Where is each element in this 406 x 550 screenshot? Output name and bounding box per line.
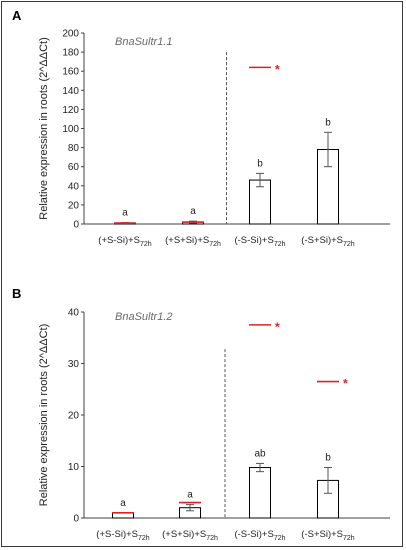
- panel-a-significance-letter: a: [190, 206, 196, 217]
- panel-b-y-axis-title: Relative expression in roots (2^ΔΔCt): [38, 324, 50, 506]
- panel-a-significance-letter: b: [325, 117, 331, 128]
- x-category-main: (+S+Si)+S: [162, 529, 206, 540]
- panel-a-y-tick-label: 200: [62, 29, 79, 40]
- panel-a-y-tick-label: 0: [73, 220, 79, 231]
- panel-b-bar: [249, 467, 271, 519]
- x-category-main: (-S+Si)+S: [301, 529, 343, 540]
- panel-a-y-tick-label: 120: [62, 105, 79, 116]
- x-category-subscript: 72h: [138, 535, 150, 542]
- x-category-main: (+S-Si)+S: [96, 529, 138, 540]
- panel-a-y-tick-label: 160: [62, 67, 79, 78]
- panel-a-label: A: [12, 8, 22, 23]
- panel-b-y-tick-label: 0: [73, 514, 79, 525]
- panel-a-star: *: [275, 62, 280, 76]
- panel-b-y-tick-label: 30: [68, 359, 80, 370]
- panel-b-significance-letter: ab: [254, 448, 266, 459]
- x-category-subscript: 72h: [274, 241, 286, 248]
- panel-b-label: B: [12, 286, 21, 301]
- panel-b-significance-letter: b: [325, 453, 331, 464]
- panel-b-star: *: [275, 320, 280, 334]
- x-category-main: (-S-Si)+S: [234, 235, 273, 246]
- x-category-subscript: 72h: [274, 535, 286, 542]
- panel-a-x-category-label: (+S+Si)+S72h: [165, 235, 221, 248]
- panel-b-x-category-label: (+S-Si)+S72h: [96, 529, 150, 542]
- panel-b-significance-letter: a: [187, 490, 193, 501]
- panel-a-y-tick-label: 80: [68, 143, 80, 154]
- x-category-main: (-S-Si)+S: [234, 529, 273, 540]
- x-category-subscript: 72h: [343, 241, 355, 248]
- x-category-main: (+S-Si)+S: [98, 235, 140, 246]
- panel-b-significance-letter: a: [120, 498, 126, 509]
- panel-b-x-category-label: (-S+Si)+S72h: [301, 529, 355, 542]
- x-category-main: (-S+Si)+S: [301, 235, 343, 246]
- x-category-main: (+S+Si)+S: [165, 235, 209, 246]
- x-category-subscript: 72h: [209, 241, 221, 248]
- panel-a-significance-letter: a: [122, 208, 128, 219]
- panel-a-y-axis-title: Relative expression in roots (2^ΔΔCt): [38, 37, 50, 219]
- panel-b-star: *: [343, 377, 348, 391]
- panel-a-x-category-label: (+S-Si)+S72h: [98, 235, 152, 248]
- panel-b-y-tick-label: 20: [68, 411, 80, 422]
- x-category-subscript: 72h: [206, 535, 218, 542]
- panel-a-y-tick-label: 20: [68, 200, 80, 211]
- panel-a-x-category-label: (-S+Si)+S72h: [301, 235, 355, 248]
- panel-a-x-category-label: (-S-Si)+S72h: [234, 235, 285, 248]
- panel-b-x-category-label: (-S-Si)+S72h: [234, 529, 285, 542]
- panel-a-gene-name: BnaSultr1.1: [115, 36, 172, 48]
- x-category-subscript: 72h: [343, 535, 355, 542]
- panel-a-y-tick-label: 180: [62, 48, 79, 59]
- panel-b-y-tick-label: 40: [68, 308, 80, 319]
- x-category-subscript: 72h: [140, 241, 152, 248]
- panel-a-y-tick-label: 40: [68, 181, 80, 192]
- panel-a-y-tick-label: 140: [62, 86, 79, 97]
- panel-b-x-category-label: (+S+Si)+S72h: [162, 529, 218, 542]
- panel-a-y-tick-label: 60: [68, 162, 80, 173]
- panel-a-y-tick-label: 100: [62, 124, 79, 135]
- panel-b-y-tick-label: 10: [68, 462, 80, 473]
- panel-a-significance-letter: b: [257, 158, 263, 169]
- panel-b-gene-name: BnaSultr1.2: [115, 311, 172, 323]
